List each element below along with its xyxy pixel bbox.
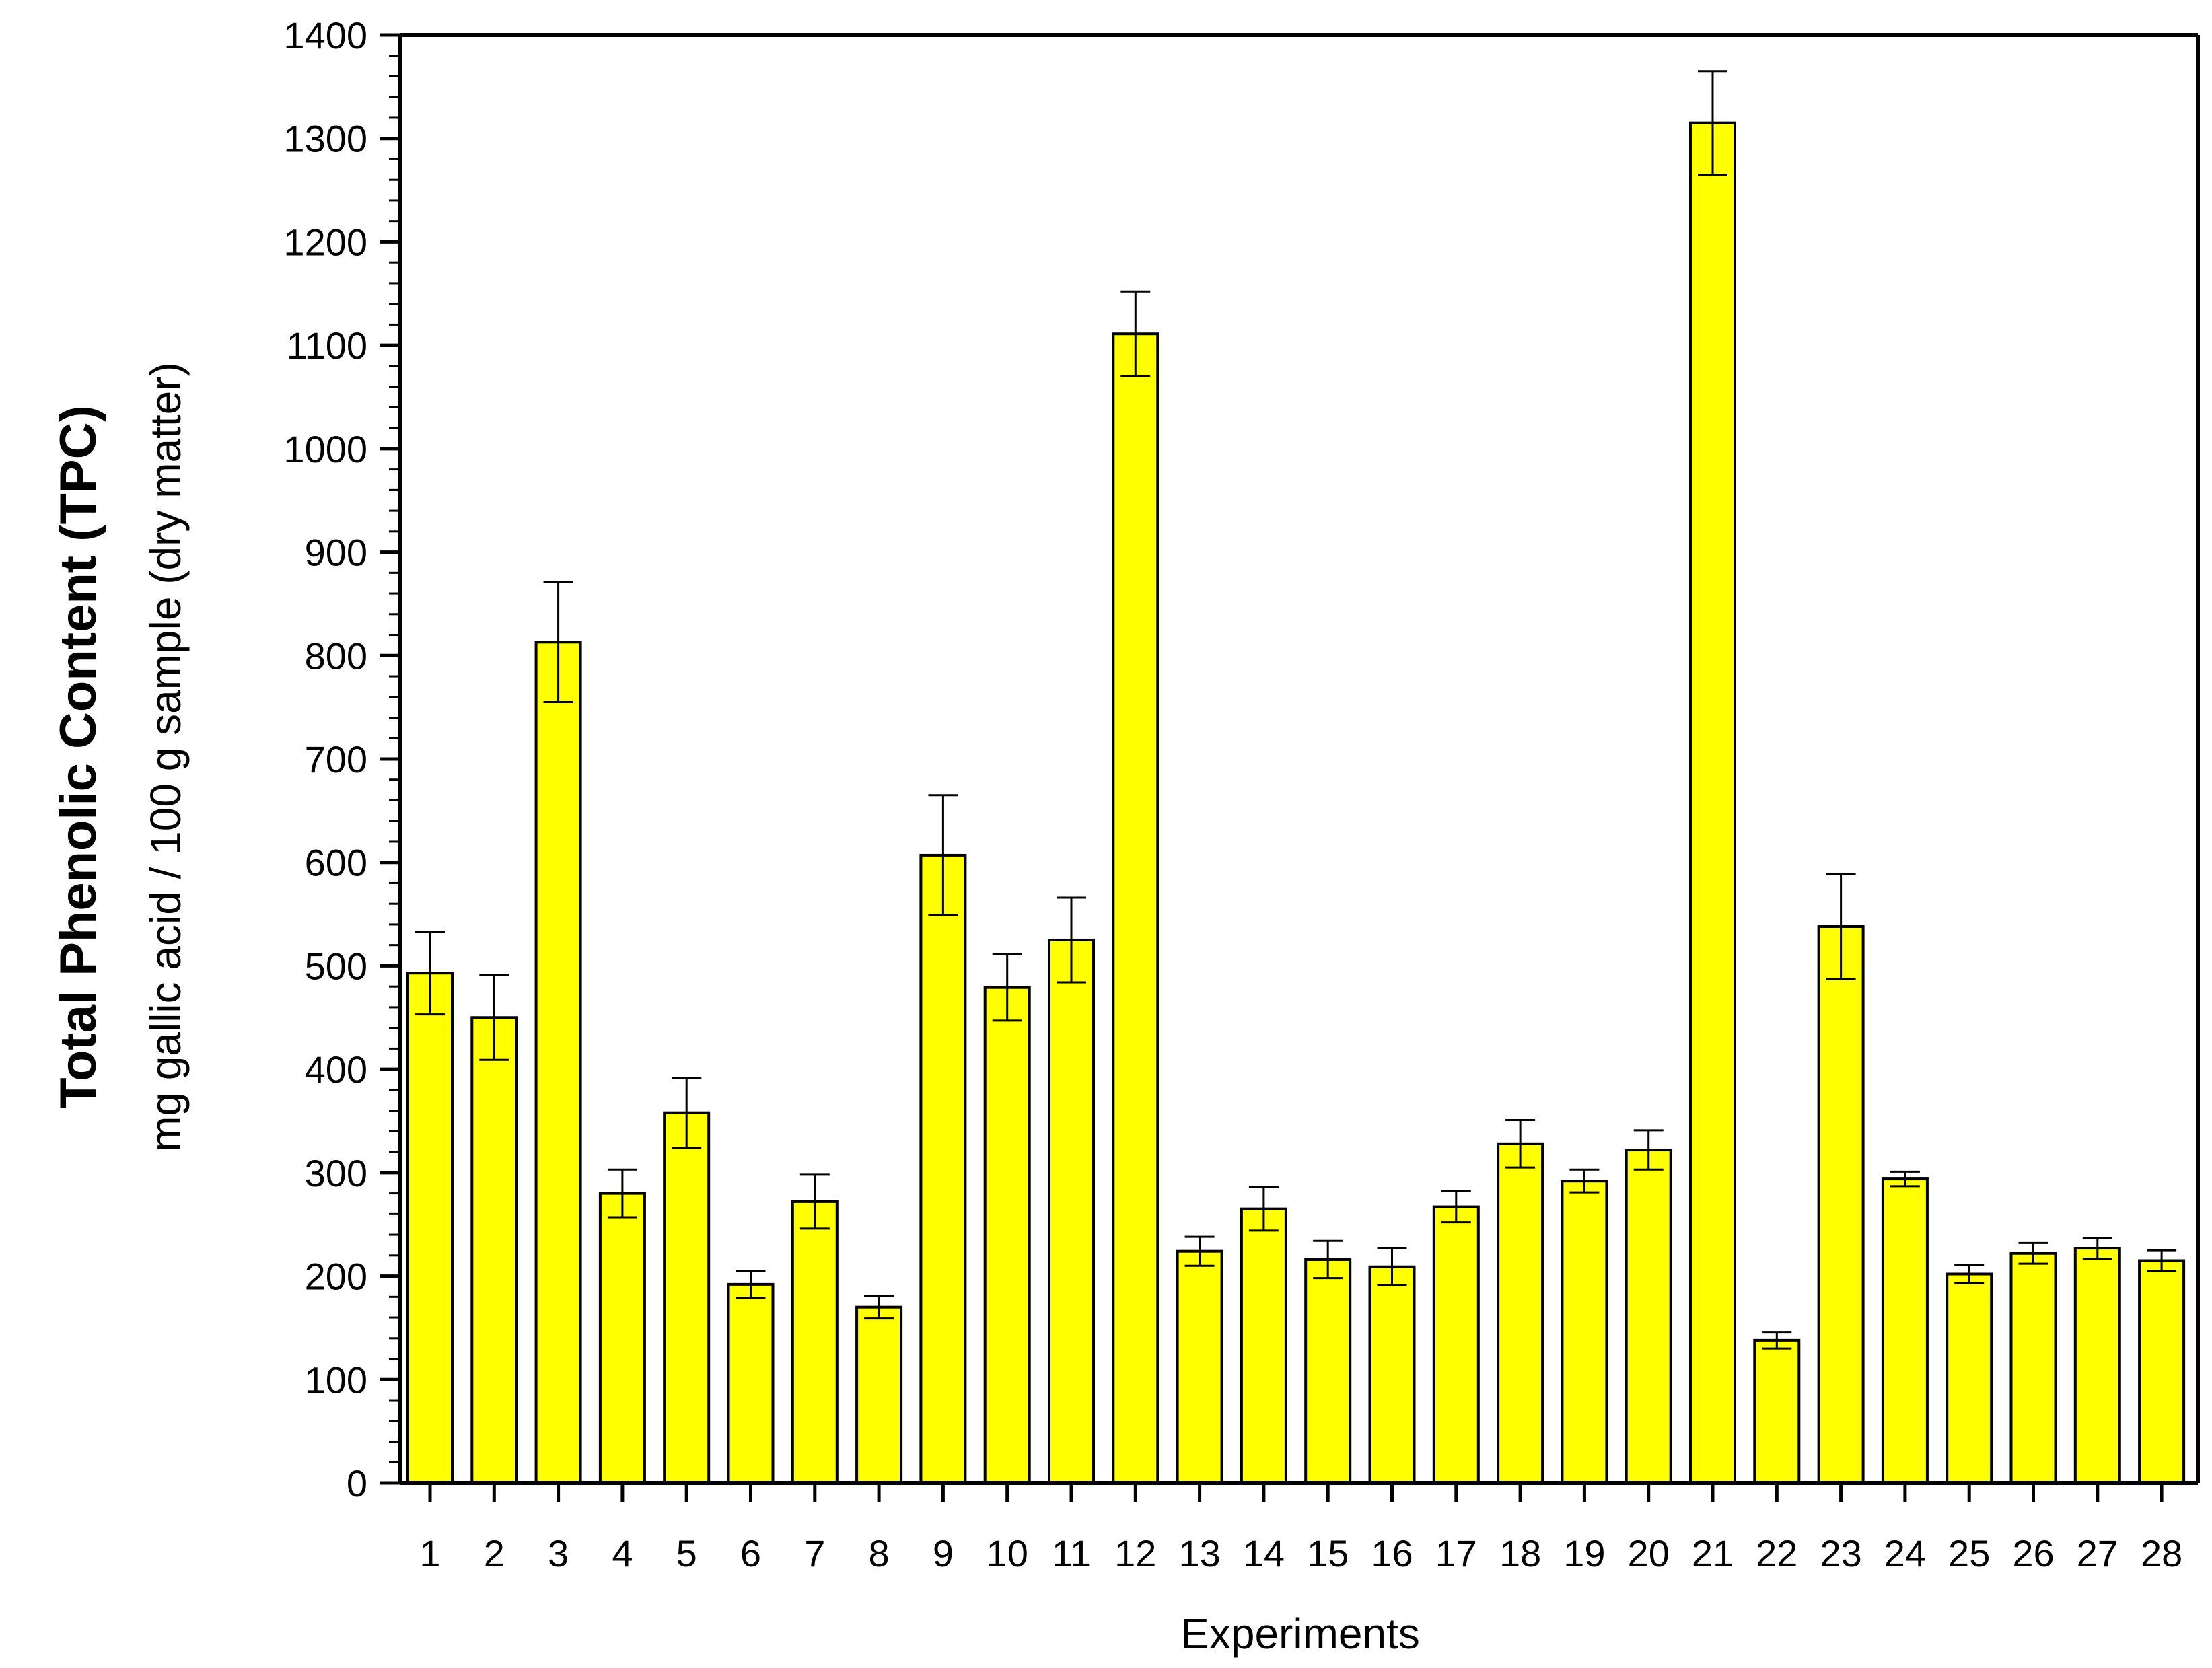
bar-17: [1432, 1205, 1480, 1485]
x-tick-label-7: 7: [804, 1532, 825, 1574]
x-tick-label-6: 6: [740, 1532, 761, 1574]
y-tick-label-1000: 1000: [283, 428, 367, 470]
x-tick-label-24: 24: [1884, 1532, 1926, 1574]
x-tick-label-13: 13: [1178, 1532, 1220, 1574]
labels-layer: Experiments Total Phenolic Content (TPC)…: [50, 362, 1420, 1658]
y-tick-label-100: 100: [305, 1358, 367, 1401]
x-tick-label-22: 22: [1756, 1532, 1797, 1574]
bar-21: [1689, 121, 1736, 1485]
bar-3: [534, 641, 582, 1484]
x-tick-label-19: 19: [1563, 1532, 1605, 1574]
bar-19: [1561, 1180, 1608, 1484]
x-tick-label-17: 17: [1435, 1532, 1477, 1574]
bar-16: [1368, 1265, 1416, 1485]
x-tick-label-2: 2: [484, 1532, 505, 1574]
bar-5: [663, 1111, 711, 1484]
bar-9: [919, 853, 967, 1485]
bar-7: [791, 1200, 839, 1484]
bar-28: [2138, 1259, 2186, 1484]
bar-10: [983, 986, 1031, 1485]
x-tick-label-27: 27: [2077, 1532, 2118, 1574]
y-tick-label-700: 700: [305, 738, 367, 781]
x-tick-label-10: 10: [987, 1532, 1028, 1574]
x-tick-label-12: 12: [1114, 1532, 1156, 1574]
x-tick-label-9: 9: [933, 1532, 954, 1574]
y-tick-label-200: 200: [305, 1256, 367, 1298]
y-tick-label-800: 800: [305, 634, 367, 677]
y-tick-label-900: 900: [305, 532, 367, 574]
bar-11: [1048, 939, 1095, 1484]
bar-24: [1881, 1177, 1929, 1484]
y-tick-label-1300: 1300: [283, 118, 367, 160]
bar-20: [1625, 1149, 1672, 1485]
error-bars-layer: [415, 70, 2177, 1350]
x-axis-title: Experiments: [1180, 1609, 1420, 1658]
x-tick-label-20: 20: [1628, 1532, 1670, 1574]
x-tick-label-14: 14: [1243, 1532, 1285, 1574]
axes-layer: 0 100 200 300 400 500 600 700 800 900 1000 1100 1200…: [283, 14, 2200, 1574]
bar-2: [470, 1016, 518, 1485]
y-tick-label-600: 600: [305, 842, 367, 884]
x-tick-label-16: 16: [1371, 1532, 1413, 1574]
bar-8: [855, 1305, 903, 1484]
bar-14: [1240, 1207, 1287, 1484]
bar-27: [2073, 1247, 2121, 1485]
y-axis-subtitle: mg gallic acid / 100 g sample (dry matte…: [141, 362, 190, 1152]
bar-12: [1112, 332, 1159, 1485]
y-tick-label-1400: 1400: [283, 14, 367, 57]
bar-25: [1946, 1272, 1993, 1485]
x-tick-label-18: 18: [1499, 1532, 1541, 1574]
x-tick-label-23: 23: [1820, 1532, 1861, 1574]
x-tick-label-1: 1: [419, 1532, 440, 1574]
y-axis-title: Total Phenolic Content (TPC): [50, 405, 107, 1109]
x-tick-label-28: 28: [2141, 1532, 2182, 1574]
x-tick-label-3: 3: [548, 1532, 569, 1574]
bar-26: [2009, 1252, 2057, 1484]
bars-layer: [406, 121, 2186, 1485]
x-tick-label-4: 4: [612, 1532, 633, 1574]
bar-18: [1497, 1142, 1544, 1484]
y-tick-label-300: 300: [305, 1152, 367, 1194]
x-tick-label-8: 8: [869, 1532, 890, 1574]
y-tick-label-1200: 1200: [283, 221, 367, 263]
x-tick-label-21: 21: [1692, 1532, 1734, 1574]
x-tick-label-26: 26: [2012, 1532, 2054, 1574]
y-tick-label-0: 0: [347, 1462, 367, 1504]
bar-1: [406, 972, 454, 1484]
bar-4: [598, 1192, 646, 1484]
x-tick-label-25: 25: [1948, 1532, 1990, 1574]
y-tick-label-400: 400: [305, 1048, 367, 1091]
bar-6: [727, 1282, 775, 1484]
x-tick-label-5: 5: [676, 1532, 697, 1574]
bar-22: [1753, 1338, 1801, 1484]
y-tick-label-500: 500: [305, 945, 367, 987]
x-tick-label-15: 15: [1307, 1532, 1349, 1574]
y-tick-label-1100: 1100: [287, 324, 367, 367]
x-tick-label-11: 11: [1052, 1532, 1091, 1574]
bar-23: [1817, 925, 1865, 1484]
bar-13: [1176, 1249, 1223, 1485]
bar-15: [1304, 1258, 1352, 1485]
